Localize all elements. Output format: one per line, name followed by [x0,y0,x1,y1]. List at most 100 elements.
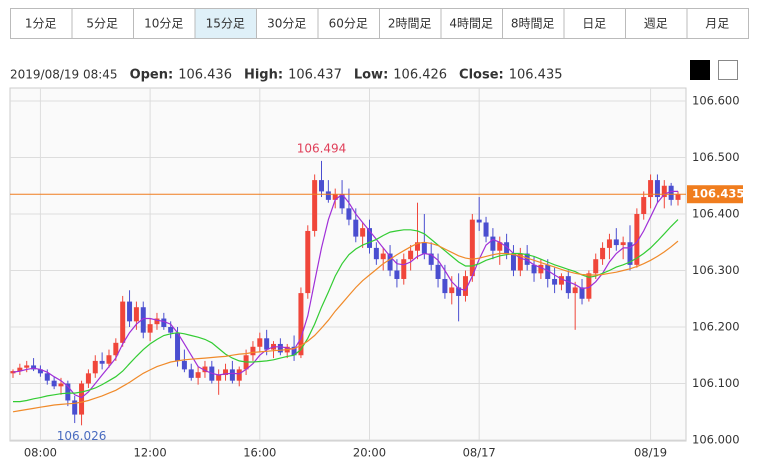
candle-body [593,259,599,274]
candle-body [360,228,366,237]
tab-label[interactable]: 10分足 [144,17,183,31]
tab[interactable] [502,8,565,39]
tab-label[interactable]: 週足 [644,17,668,31]
candle-body [558,276,564,285]
candle-body [476,219,482,223]
x-tick-label: 20:00 [353,446,386,460]
candle-body [346,208,352,220]
candle-body [202,366,208,373]
candle-body [65,383,71,401]
tab[interactable] [379,8,442,39]
tab-label[interactable]: 4時間足 [449,17,493,31]
tab[interactable] [440,8,503,39]
candle-body [236,369,242,381]
candle-body [188,369,194,378]
tab-label[interactable]: 2時間足 [388,17,432,31]
candle-body [524,253,530,265]
candle-body [113,342,119,356]
candle-body [565,276,571,294]
candle-body [31,365,37,370]
candle-body [661,185,667,198]
candle-body [181,360,187,370]
candle-body [600,247,606,260]
candle-body [552,278,558,285]
candle-body [120,301,126,343]
candle-body [85,373,91,384]
y-tick-label: 106.200 [692,320,740,334]
tab[interactable] [317,8,380,39]
candle-body [504,242,510,254]
candle-body [44,373,50,381]
tab[interactable] [10,8,73,39]
candle-body [195,372,201,378]
candle-body [92,360,98,374]
candle-body [510,253,516,271]
tab-label[interactable]: 日足 [582,17,606,31]
candle-body [37,369,43,374]
tab-label[interactable]: 15分足 [206,17,245,31]
candle-body [257,338,263,347]
header-field-label: High: [244,68,283,83]
candle-body [24,365,30,368]
moving-average-line [12,190,678,399]
light-theme-button[interactable] [718,60,738,80]
tab[interactable] [256,8,319,39]
tab[interactable] [133,8,196,39]
header-field-value: 106.426 [393,68,447,83]
candle-body [435,264,441,279]
header-field-value: 106.437 [288,68,342,83]
candle-body [147,324,153,333]
last-price-label: 106.435 [692,187,744,201]
candle-body [483,222,489,237]
x-tick-label: 16:00 [243,446,276,460]
high-annotation: 106.494 [297,141,347,155]
candle-body [127,301,133,322]
tab-label[interactable]: 8時間足 [511,17,555,31]
candle-body [161,318,167,327]
tab-label[interactable]: 60分足 [329,17,368,31]
y-tick-label: 106.300 [692,263,740,277]
y-tick-label: 106.500 [692,150,740,164]
candle-body [572,287,578,294]
candle-body [401,259,407,279]
tab[interactable] [563,8,626,39]
candle-body [380,253,386,260]
dark-theme-button[interactable] [690,60,710,80]
candle-body [133,307,139,322]
candle-body [675,194,681,200]
candle-body [298,293,304,356]
candle-body [72,400,78,415]
candle-body [305,230,311,294]
candle-body [606,239,612,248]
candle-body [353,219,359,237]
candle-body [325,191,331,200]
candle-body [531,264,537,274]
tab-label[interactable]: 5分足 [86,17,118,31]
y-tick-label: 106.400 [692,207,740,221]
plot-area [9,87,687,442]
candle-body [223,369,229,376]
candle-body [229,369,235,381]
tab[interactable] [686,8,749,39]
candle-body [634,214,640,265]
tab-label[interactable]: 30分足 [267,17,306,31]
candle-body [99,360,105,364]
tab-label[interactable]: 月足 [705,17,729,31]
candle-body [428,253,434,265]
x-tick-label: 08/19 [634,446,667,460]
candle-body [421,242,427,254]
candle-body [462,276,468,296]
last-price-box [687,185,743,204]
header-field-label: Open: [130,68,174,83]
candle-body [497,242,503,251]
candle-body [106,355,112,364]
candle-body [319,180,325,192]
tab[interactable] [71,8,134,39]
header-field-label: Close: [459,68,504,83]
candle-body [517,253,523,271]
x-tick-label: 08:00 [24,446,57,460]
candle-body [579,287,585,299]
y-tick-label: 106.000 [692,433,740,447]
candle-body [216,375,222,381]
tab-label[interactable]: 1分足 [25,17,57,31]
